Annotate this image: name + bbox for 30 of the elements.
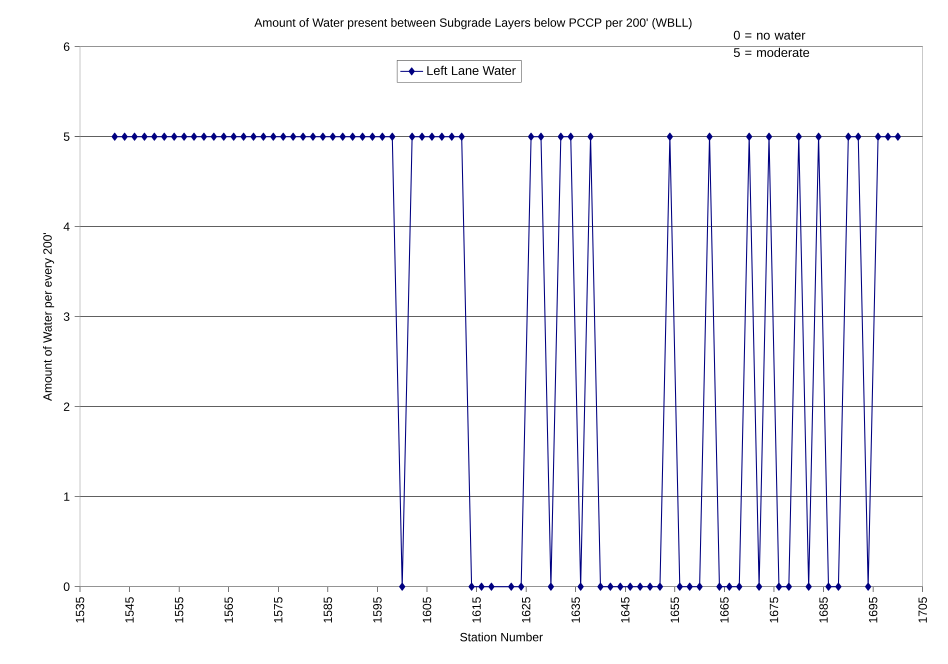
legend-label: Left Lane Water [427, 66, 516, 76]
x-tick-label: 1665 [720, 597, 729, 622]
x-tick-label: 1605 [422, 597, 432, 622]
x-tick-label: 1695 [868, 597, 878, 622]
y-tick-label: 5 [64, 132, 70, 141]
x-tick-label: 1685 [819, 597, 828, 622]
x-tick-label: 1575 [274, 597, 282, 622]
x-tick-label: 1655 [670, 597, 680, 622]
x-tick-label: 1545 [125, 597, 134, 622]
x-tick-label: 1615 [472, 597, 481, 622]
x-tick-label: 1595 [373, 597, 382, 622]
x-tick-label: 1645 [621, 597, 630, 622]
x-tick-label: 1585 [324, 597, 332, 622]
x-tick-label: 1565 [224, 597, 233, 622]
chart-title: Amount of Water present between Subgrade Layers below PCCP per 200' (WBLL) [254, 18, 692, 30]
y-tick-label: 4 [64, 222, 70, 231]
y-tick-label: 0 [64, 582, 70, 591]
annotation: 0 = no water 5 = moderate [734, 30, 810, 58]
x-tick-label: 1555 [174, 597, 184, 622]
y-tick-label: 6 [64, 42, 70, 51]
x-axis-title: Station Number [460, 632, 543, 642]
y-tick-label: 3 [64, 312, 70, 321]
x-tick-label: 1625 [522, 597, 530, 622]
y-tick-label: 2 [64, 402, 70, 411]
x-tick-label: 1675 [770, 597, 778, 622]
y-axis-title: Amount of Water per every 200' [42, 232, 54, 401]
x-tick-label: 1635 [571, 597, 580, 622]
x-tick-label: 1535 [76, 597, 84, 622]
x-tick-label: 1705 [918, 597, 927, 622]
y-tick-label: 1 [64, 492, 70, 501]
